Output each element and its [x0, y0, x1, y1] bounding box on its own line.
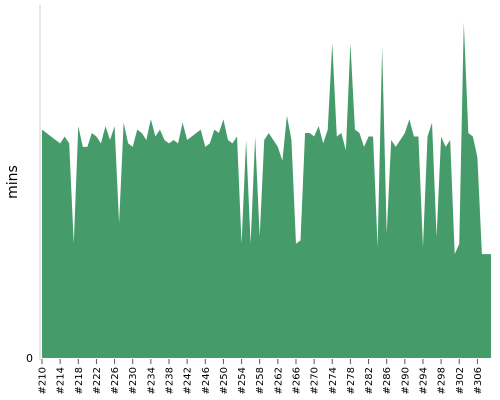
x-tick-label: #290: [400, 367, 411, 394]
x-tick-label: #210: [38, 367, 49, 394]
area-series: [42, 22, 491, 359]
x-tick-label: #298: [437, 367, 448, 394]
x-tick-label: #230: [128, 367, 139, 394]
x-tick-label: #238: [164, 367, 175, 394]
x-tick-label: #254: [237, 367, 248, 394]
x-tick-label: #262: [273, 367, 284, 394]
x-tick-label: #286: [382, 367, 393, 394]
x-tick-label: #258: [255, 367, 266, 394]
x-tick-label: #266: [291, 367, 302, 394]
y-tick-label: 0: [26, 352, 33, 365]
x-tick-label: #278: [346, 367, 357, 394]
x-tick-label: #306: [473, 367, 484, 394]
x-tick-label: #242: [183, 367, 194, 394]
y-axis-ticks: 0: [26, 352, 33, 365]
x-tick-label: #270: [310, 367, 321, 394]
x-tick-label: #294: [418, 367, 429, 394]
x-axis-ticks: #210 #214 #218 #222 #226 #230 #234 #238 #242 #246…: [38, 359, 484, 394]
x-tick-label: #218: [74, 367, 85, 394]
x-tick-label: #234: [146, 367, 157, 394]
x-tick-label: #282: [364, 367, 375, 394]
x-tick-label: #246: [201, 367, 212, 394]
x-tick-label: #226: [110, 367, 121, 394]
x-tick-label: #274: [328, 367, 339, 394]
x-tick-label: #302: [455, 367, 466, 394]
y-axis-title: mins: [5, 165, 21, 199]
x-tick-label: #250: [219, 367, 230, 394]
plot-area: [42, 22, 491, 359]
x-tick-label: #214: [56, 367, 67, 394]
x-tick-label: #222: [92, 367, 103, 394]
